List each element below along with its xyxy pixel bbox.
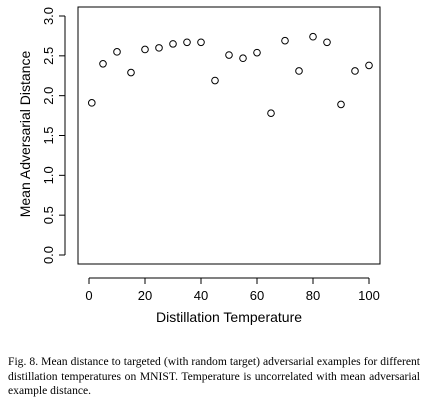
x-tick-label: 40 [194, 288, 208, 303]
y-tick-label: 2.5 [41, 47, 56, 65]
data-point [295, 67, 303, 75]
scatter-chart: 0 20 40 60 80 100 0.0 0.5 1.0 1.5 2.0 2.5 3.0 Disti… [17, 6, 381, 325]
data-point [155, 44, 163, 52]
x-tick-label: 20 [138, 288, 152, 303]
data-point [113, 48, 121, 56]
data-point [197, 38, 205, 47]
y-tick-label: 1.5 [41, 126, 56, 144]
data-point [99, 60, 107, 68]
data-point [141, 45, 149, 54]
data-point [309, 32, 317, 41]
x-tick-label: 80 [306, 288, 320, 303]
y-axis: 0.0 0.5 1.0 1.5 2.0 2.5 3.0 [41, 7, 66, 264]
data-point [88, 99, 96, 107]
x-tick-label: 60 [250, 288, 264, 303]
data-point [281, 36, 289, 45]
data-point [323, 38, 331, 47]
data-point [183, 38, 191, 47]
data-points [88, 32, 373, 117]
data-point [351, 67, 359, 75]
data-point [211, 76, 219, 85]
plot-box [77, 6, 381, 265]
data-point [337, 100, 345, 109]
y-tick-label: 0.5 [41, 206, 56, 224]
figure-caption: Fig. 8. Mean distance to targeted (with … [8, 355, 420, 397]
data-point [267, 109, 275, 117]
x-axis-label: Distillation Temperature [156, 309, 302, 325]
data-point [253, 48, 261, 57]
x-tick-label: 100 [358, 288, 380, 303]
y-tick-label: 2.0 [41, 87, 56, 105]
y-axis-label: Mean Adversarial Distance [17, 51, 33, 218]
plot-frame [77, 6, 381, 265]
y-tick-label: 0.0 [41, 246, 56, 264]
x-axis: 0 20 40 60 80 100 [85, 277, 380, 303]
y-tick-label: 3.0 [41, 7, 56, 25]
data-point [239, 54, 247, 63]
data-point [127, 68, 135, 77]
data-point [225, 51, 233, 59]
y-tick-label: 1.0 [41, 166, 56, 184]
data-point [365, 61, 373, 70]
x-tick-label: 0 [85, 288, 92, 303]
data-point [169, 40, 177, 48]
